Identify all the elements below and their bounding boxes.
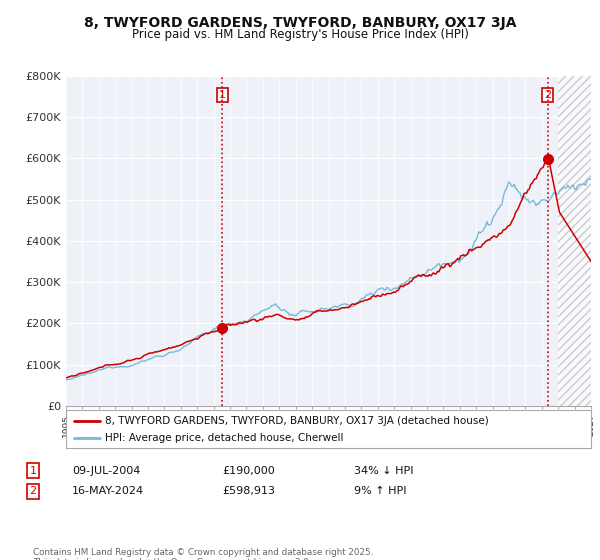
Text: 16-MAY-2024: 16-MAY-2024 <box>72 486 144 496</box>
Text: 1: 1 <box>29 466 37 476</box>
Text: £190,000: £190,000 <box>222 466 275 476</box>
Text: Price paid vs. HM Land Registry's House Price Index (HPI): Price paid vs. HM Land Registry's House … <box>131 28 469 41</box>
Bar <box>558 76 591 406</box>
Text: 8, TWYFORD GARDENS, TWYFORD, BANBURY, OX17 3JA: 8, TWYFORD GARDENS, TWYFORD, BANBURY, OX… <box>84 16 516 30</box>
Text: 09-JUL-2004: 09-JUL-2004 <box>72 466 140 476</box>
Text: 9% ↑ HPI: 9% ↑ HPI <box>354 486 407 496</box>
Text: 1: 1 <box>218 91 226 100</box>
Text: 2: 2 <box>29 486 37 496</box>
Text: 8, TWYFORD GARDENS, TWYFORD, BANBURY, OX17 3JA (detached house): 8, TWYFORD GARDENS, TWYFORD, BANBURY, OX… <box>106 416 489 426</box>
Bar <box>558 76 591 406</box>
Text: HPI: Average price, detached house, Cherwell: HPI: Average price, detached house, Cher… <box>106 433 344 444</box>
Text: £598,913: £598,913 <box>222 486 275 496</box>
Text: Contains HM Land Registry data © Crown copyright and database right 2025.
This d: Contains HM Land Registry data © Crown c… <box>33 548 373 560</box>
Text: 2: 2 <box>544 91 551 100</box>
Text: 34% ↓ HPI: 34% ↓ HPI <box>354 466 413 476</box>
